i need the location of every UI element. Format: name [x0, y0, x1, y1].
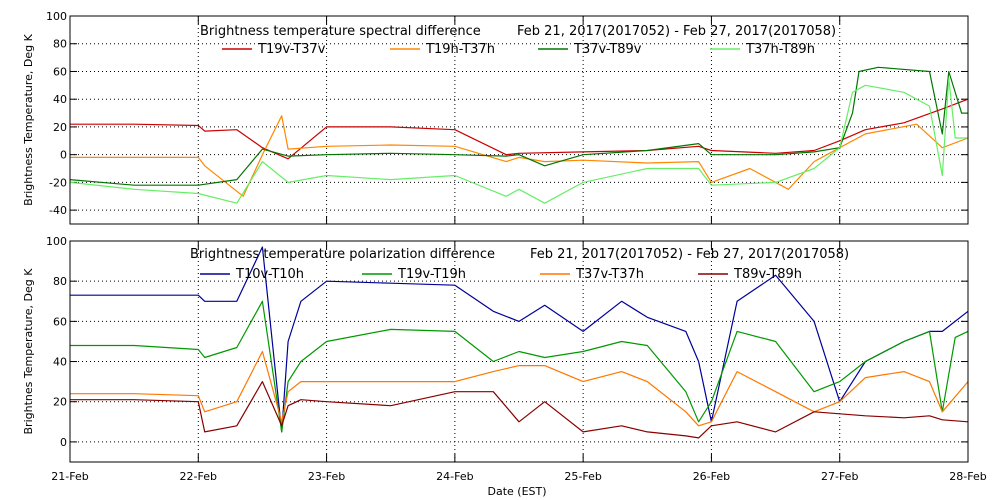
- series-group: [70, 246, 969, 439]
- chart-title: Brightness temperature spectral differen…: [200, 24, 481, 39]
- y-tick-label: 60: [53, 65, 67, 78]
- y-tick-label: -20: [49, 176, 67, 189]
- series-line-T10v-T10h: [70, 246, 969, 433]
- legend-label: T37v-T37h: [575, 267, 644, 282]
- panel-2: 0 20 40 60 80 100 Brightness temperature polar…: [22, 235, 969, 463]
- plot-frame: [69, 15, 969, 225]
- series-line-T89v-T89h: [70, 381, 969, 439]
- legend-label: T37v-T89v: [573, 42, 642, 57]
- x-tick-label: 23-Feb: [308, 470, 345, 483]
- plot-frame: [69, 240, 969, 463]
- y-tick-label: 60: [53, 315, 67, 328]
- y-axis: -40 -20 0 20 40 60 80 100: [46, 10, 969, 224]
- series-group: [69, 66, 969, 204]
- x-tick-label: 27-Feb: [821, 470, 858, 483]
- y-tick-label: 40: [53, 93, 67, 106]
- legend-label: T37h-T89h: [745, 42, 815, 57]
- x-tick-label: 22-Feb: [180, 470, 217, 483]
- x-tick-label: 28-Feb: [949, 470, 986, 483]
- chart-title: Brightness temperature polarization diff…: [190, 247, 495, 262]
- y-axis-label: Brightness Temperature, Deg K: [22, 33, 35, 205]
- series-line-T37v-T89v: [69, 66, 968, 186]
- y-axis: 0 20 40 60 80 100: [46, 235, 969, 462]
- y-tick-label: 80: [53, 275, 67, 288]
- x-axis: 21-Feb 22-Feb 23-Feb 24-Feb 25-Feb 26-Feb 27-F…: [51, 470, 986, 483]
- legend-label: T19v-T37v: [257, 42, 326, 57]
- grid: [70, 16, 968, 224]
- series-line-T19v-T37v: [70, 98, 969, 160]
- x-tick-label: 21-Feb: [51, 470, 88, 483]
- y-tick-label: 100: [46, 10, 67, 23]
- x-tick-label: 26-Feb: [693, 470, 730, 483]
- y-tick-label: 20: [53, 121, 67, 134]
- series-line-T37v-T37h: [70, 350, 969, 427]
- x-tick-label: 24-Feb: [436, 470, 473, 483]
- x-tick-label: 25-Feb: [564, 470, 601, 483]
- series-line-T19h-T37h: [70, 115, 969, 197]
- y-tick-label: 0: [60, 149, 67, 162]
- legend-label: T10v-T10h: [235, 267, 304, 282]
- x-axis-label: Date (EST): [487, 485, 546, 498]
- legend-label: T89v-T89h: [733, 267, 802, 282]
- series-line-T37h-T89h: [69, 77, 968, 204]
- date-range: Feb 21, 2017(2017052) - Feb 27, 2017(201…: [530, 247, 849, 262]
- date-range: Feb 21, 2017(2017052) - Feb 27, 2017(201…: [517, 24, 836, 39]
- y-tick-label: 100: [46, 235, 67, 248]
- y-axis-label: Brightnes Temperature, Deg K: [22, 268, 35, 435]
- legend-label: T19v-T19h: [397, 267, 466, 282]
- panel-1: -40 -20 0 20 40 60 80 100 Brightness temperature…: [22, 10, 969, 225]
- panels: -40 -20 0 20 40 60 80 100 Brightness temperature…: [22, 10, 969, 463]
- y-tick-label: 0: [60, 436, 67, 449]
- y-tick-label: -40: [49, 204, 67, 217]
- legend: T19v-T37v T19h-T37h T37v-T89v T37h-T89h: [222, 42, 815, 57]
- y-tick-label: 80: [53, 38, 67, 51]
- series-line-T19v-T19h: [70, 300, 969, 433]
- legend: T10v-T10h T19v-T19h T37v-T37h T89v-T89h: [200, 267, 802, 282]
- legend-label: T19h-T37h: [425, 42, 495, 57]
- y-tick-label: 40: [53, 356, 67, 369]
- y-tick-label: 20: [53, 396, 67, 409]
